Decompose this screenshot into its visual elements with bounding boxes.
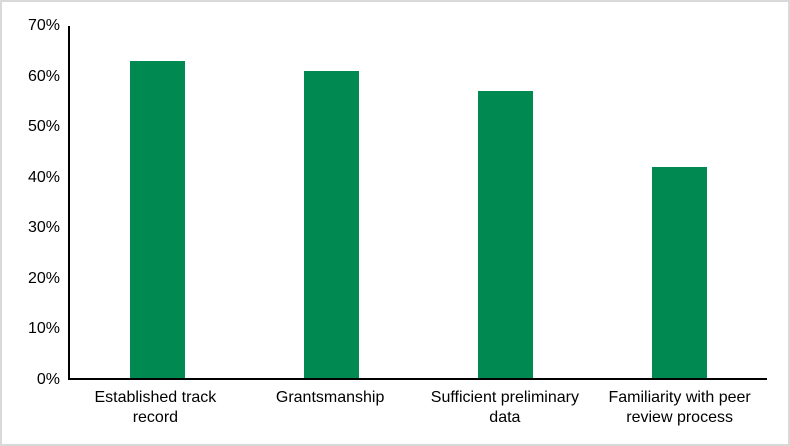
y-tick-label: 70% bbox=[27, 17, 60, 34]
y-tick-label: 20% bbox=[27, 269, 60, 287]
y-axis-labels: 0% 10% 20% 30% 40% 50% 60% 70% bbox=[2, 17, 60, 388]
bar-slot bbox=[244, 26, 418, 378]
bars-container bbox=[70, 26, 767, 378]
y-tick-label: 40% bbox=[27, 168, 60, 186]
y-tick-label: 10% bbox=[27, 320, 60, 338]
y-tick-label: 30% bbox=[27, 219, 60, 237]
x-category-label: Sufficient preliminary data bbox=[430, 389, 579, 426]
bar bbox=[129, 61, 185, 378]
bar-slot bbox=[70, 26, 244, 378]
bar bbox=[303, 71, 359, 378]
x-axis-labels: Established track record Grantsmanship Suf… bbox=[68, 388, 767, 428]
x-category-label: Grantsmanship bbox=[275, 389, 385, 406]
bar bbox=[478, 91, 534, 378]
y-tick-label: 0% bbox=[36, 371, 60, 388]
y-tick-label: 50% bbox=[27, 118, 60, 136]
y-tick-label: 60% bbox=[27, 67, 60, 85]
bar bbox=[652, 166, 708, 378]
bar-slot bbox=[593, 26, 767, 378]
bar-slot bbox=[419, 26, 593, 378]
x-category-label: Established track record bbox=[94, 389, 217, 426]
plot-area bbox=[68, 26, 767, 380]
x-category-label: Familiarity with peer review process bbox=[608, 389, 751, 426]
